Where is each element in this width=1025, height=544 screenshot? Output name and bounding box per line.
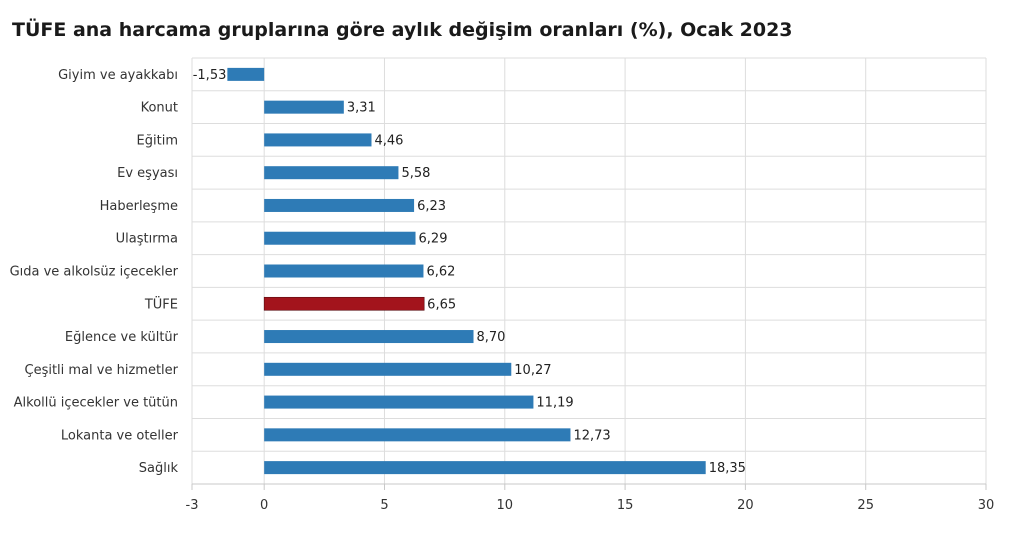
category-label: Eğitim bbox=[137, 133, 178, 148]
category-label: Sağlık bbox=[139, 461, 179, 476]
bar bbox=[264, 133, 372, 147]
bar bbox=[264, 100, 344, 114]
data-label: 4,46 bbox=[374, 133, 403, 148]
bar bbox=[263, 296, 425, 311]
category-label: Eğlence ve kültür bbox=[65, 330, 179, 345]
bar bbox=[264, 428, 571, 442]
category-label: Alkollü içecekler ve tütün bbox=[14, 396, 178, 411]
category-label: Konut bbox=[141, 101, 178, 116]
x-tick-label: 0 bbox=[260, 498, 268, 513]
data-label: 18,35 bbox=[709, 461, 746, 476]
category-label: Haberleşme bbox=[100, 199, 178, 214]
data-label: 11,19 bbox=[536, 396, 573, 411]
bar bbox=[227, 67, 265, 81]
x-tick-label: -3 bbox=[186, 498, 199, 513]
x-tick-label: 10 bbox=[497, 498, 514, 513]
x-tick-label: 25 bbox=[857, 498, 874, 513]
data-label: 6,23 bbox=[417, 199, 446, 214]
category-label: Giyim ve ayakkabı bbox=[58, 68, 178, 83]
label-layer: Giyim ve ayakkabı -1,53 Konut 3,31 Eğitim 4,4… bbox=[10, 68, 746, 476]
bar-layer bbox=[227, 67, 706, 475]
x-tick-label: 15 bbox=[617, 498, 634, 513]
bar bbox=[264, 395, 534, 409]
bar bbox=[264, 330, 474, 344]
data-label: 6,65 bbox=[427, 297, 456, 312]
bar bbox=[264, 461, 706, 475]
bar bbox=[264, 231, 416, 245]
data-label: 12,73 bbox=[573, 428, 610, 443]
data-label: -1,53 bbox=[193, 68, 227, 83]
data-label: 3,31 bbox=[347, 101, 376, 116]
category-label: Gıda ve alkolsüz içecekler bbox=[10, 265, 179, 280]
bar bbox=[264, 362, 512, 376]
axis-layer: -3 0 5 10 15 20 25 30 bbox=[186, 483, 995, 513]
chart-title: TÜFE ana harcama gruplarına göre aylık d… bbox=[12, 19, 793, 41]
bar bbox=[264, 198, 415, 212]
bar bbox=[264, 264, 424, 278]
category-label: Lokanta ve oteller bbox=[61, 428, 179, 443]
bar bbox=[264, 166, 399, 180]
x-tick-label: 20 bbox=[737, 498, 754, 513]
x-tick-label: 5 bbox=[380, 498, 388, 513]
category-label: Ulaştırma bbox=[116, 232, 178, 247]
category-label: Ev eşyası bbox=[117, 166, 178, 181]
data-label: 8,70 bbox=[477, 330, 506, 345]
data-label: 6,29 bbox=[419, 232, 448, 247]
data-label: 5,58 bbox=[401, 166, 430, 181]
data-label: 6,62 bbox=[426, 265, 455, 280]
category-label: TÜFE bbox=[144, 295, 178, 312]
category-label: Çeşitli mal ve hizmetler bbox=[25, 363, 179, 378]
data-label: 10,27 bbox=[514, 363, 551, 378]
x-tick-label: 30 bbox=[978, 498, 995, 513]
